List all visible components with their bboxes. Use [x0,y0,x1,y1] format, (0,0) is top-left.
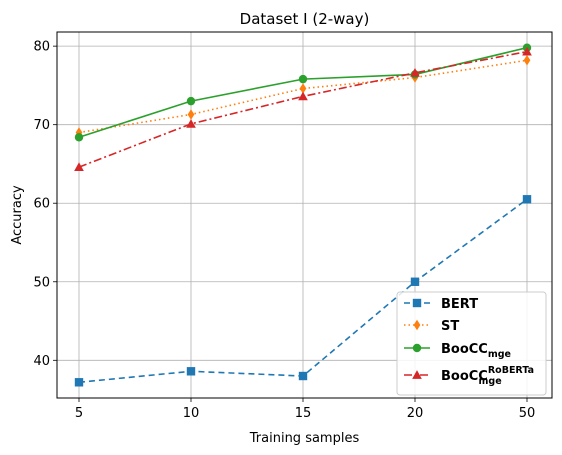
legend-marker [412,298,422,308]
x-axis: 5 10 15 20 50 [75,398,535,421]
data-point [74,133,84,142]
series-bert [74,195,532,387]
plot-frame [56,31,553,399]
y-axis-title: Accuracy [10,185,25,245]
x-tick-label: 10 [183,406,200,421]
y-tick-label: 50 [33,275,50,290]
series-layer [74,43,532,387]
legend-label: BooCCmge [441,342,511,360]
legend-label: ST [441,319,459,334]
y-axis: 40 50 60 70 80 [33,40,57,369]
data-point [186,367,196,376]
legend-label: BooCCRoBERTa [441,365,534,384]
y-tick-label: 70 [33,118,50,133]
data-point [186,96,196,106]
data-point [522,46,532,56]
legend-label: BERT [441,297,478,312]
legend-item: BERT [404,297,478,312]
data-point [410,277,420,286]
data-point [186,119,196,128]
data-point [74,162,84,171]
data-point [298,91,308,101]
y-tick-label: 40 [33,354,50,369]
data-point [298,371,308,381]
x-tick-label: 50 [519,406,536,421]
data-point [410,68,420,77]
legend-item: ST [404,319,459,334]
x-tick-label: 20 [407,406,424,421]
data-point [298,74,308,84]
series-boocc-roberta [74,46,532,171]
legend-label-subscript: mge [479,376,502,387]
data-point [522,195,532,204]
legend-item: BooCCmge [404,342,511,360]
x-axis-title: Training samples [249,431,360,446]
y-tick-label: 60 [33,197,50,212]
data-point [74,378,84,387]
data-point [523,55,531,66]
series-line [78,59,528,134]
x-tick-label: 15 [295,406,312,421]
data-point [299,83,307,94]
legend-marker [413,319,421,331]
legend-marker [412,343,422,353]
y-tick-label: 80 [33,40,50,55]
legend-box [396,291,547,396]
chart-title: Dataset I (2-way) [240,10,370,28]
x-tick-label: 5 [75,406,83,421]
data-point [187,109,195,120]
legend-marker [412,370,422,379]
